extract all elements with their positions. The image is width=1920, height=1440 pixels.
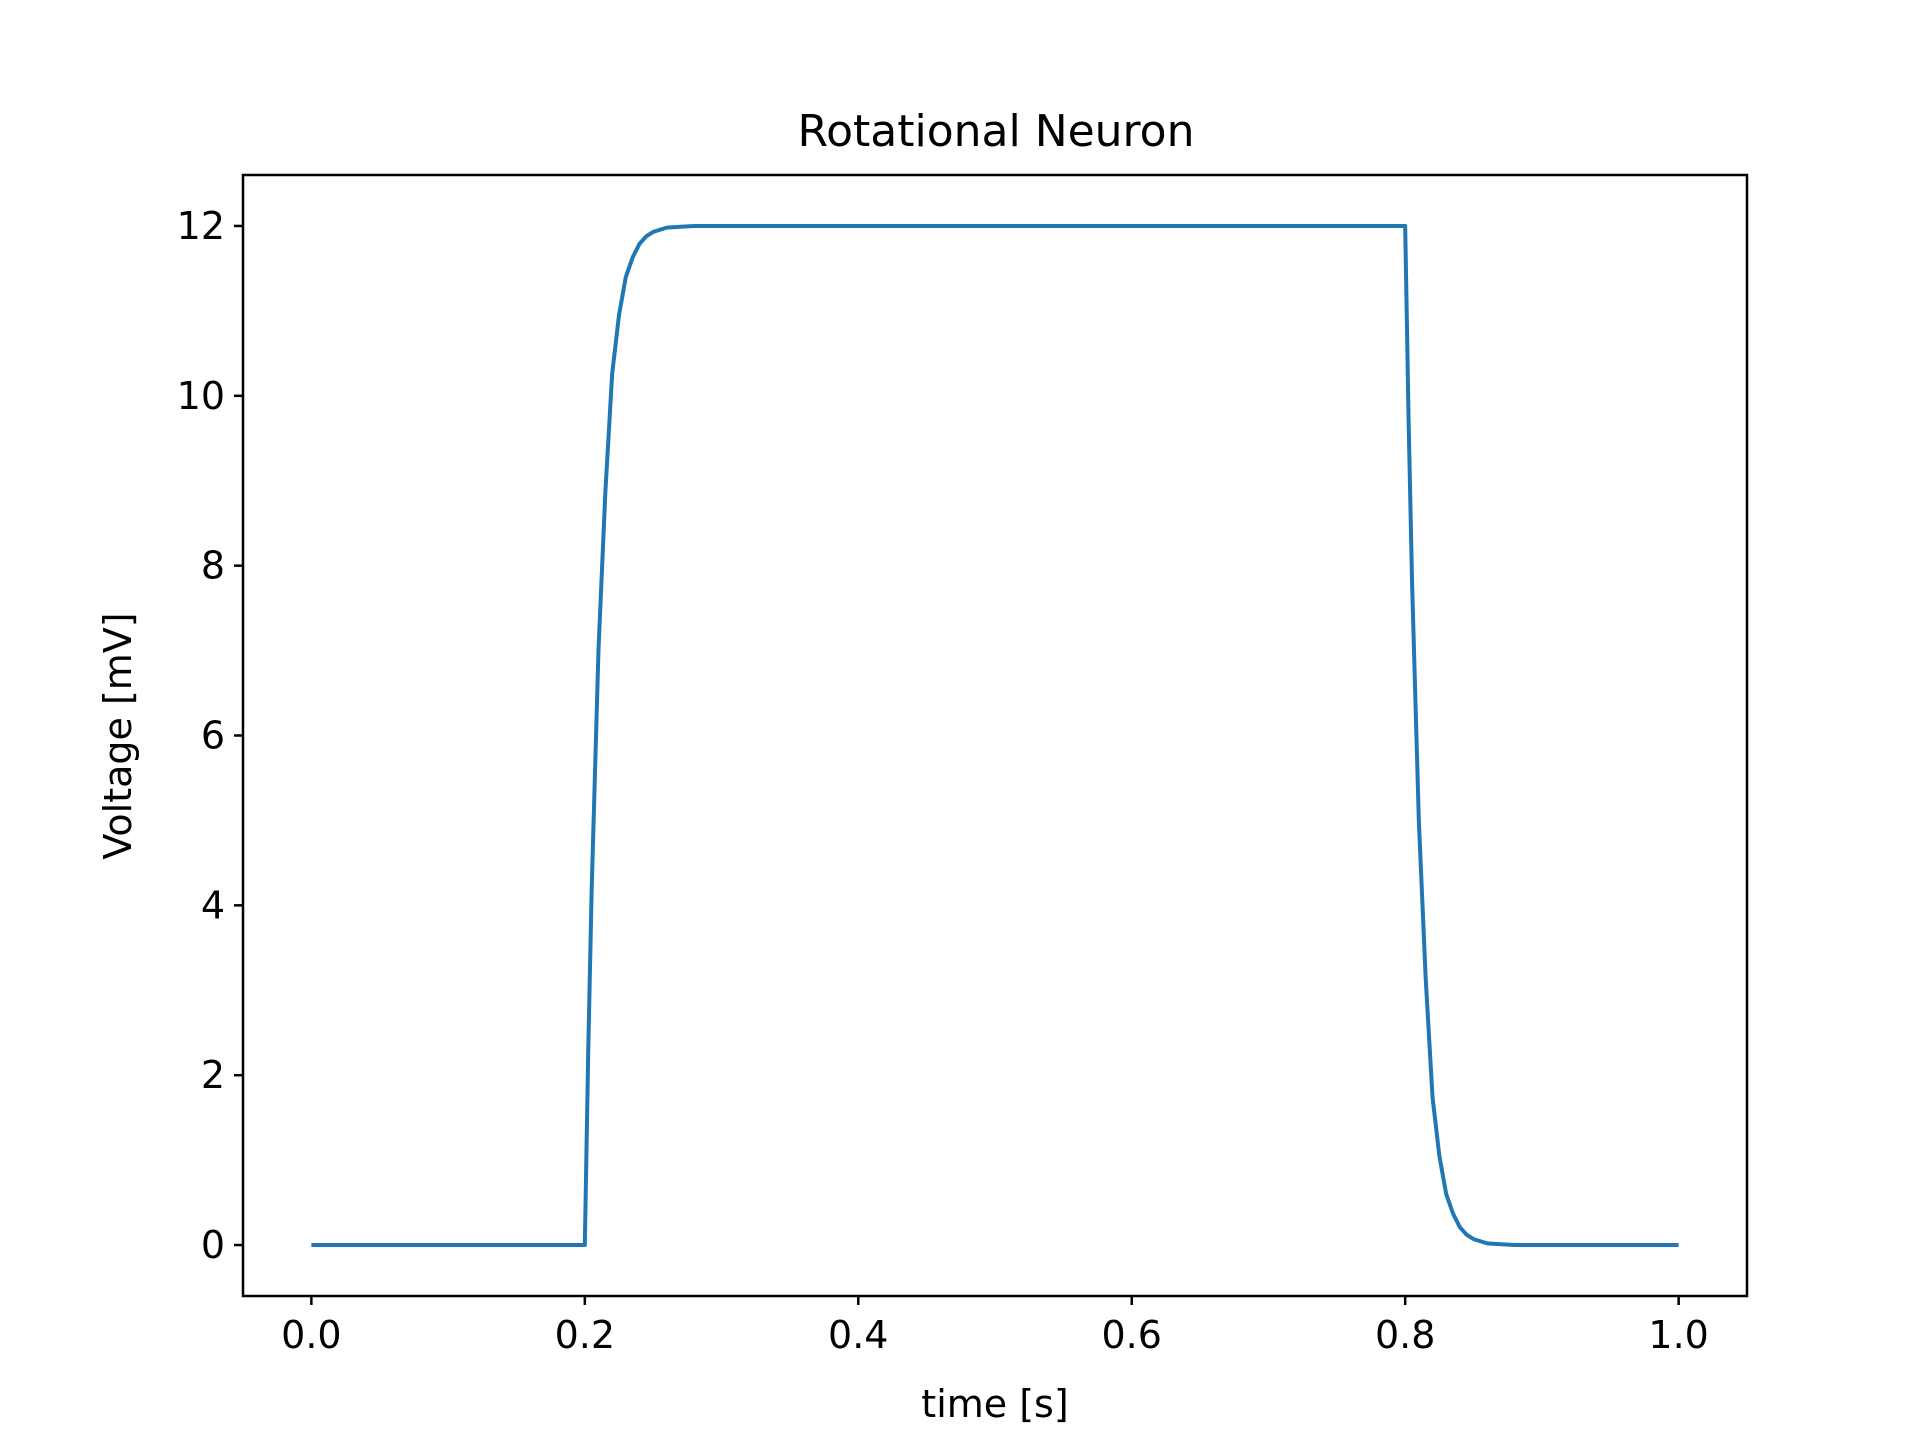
y-tick-label: 10 [177, 374, 225, 418]
y-tick-label: 2 [201, 1053, 225, 1097]
x-axis-label: time [s] [921, 1382, 1068, 1426]
plot-area [241, 173, 1749, 1298]
chart-title: Rotational Neuron [798, 106, 1195, 157]
x-tick-label: 0.0 [281, 1313, 341, 1357]
y-axis-label: Voltage [mV] [96, 612, 140, 859]
y-tick-label: 4 [201, 883, 225, 927]
x-axis: 0.0 0.2 0.4 0.6 0.8 1.0 [281, 1296, 1709, 1357]
y-tick-label: 8 [201, 544, 225, 588]
y-tick-label: 6 [201, 714, 225, 758]
y-tick-label: 12 [177, 204, 225, 248]
x-tick-label: 0.8 [1375, 1313, 1435, 1357]
series-line [311, 223, 1679, 1248]
axes-frame [241, 173, 1749, 1298]
x-tick-label: 0.4 [828, 1313, 888, 1357]
x-tick-label: 1.0 [1648, 1313, 1708, 1357]
x-tick-label: 0.6 [1102, 1313, 1162, 1357]
y-axis: 0 2 4 6 8 10 12 [177, 204, 243, 1267]
x-tick-label: 0.2 [555, 1313, 615, 1357]
y-tick-label: 0 [201, 1223, 225, 1267]
